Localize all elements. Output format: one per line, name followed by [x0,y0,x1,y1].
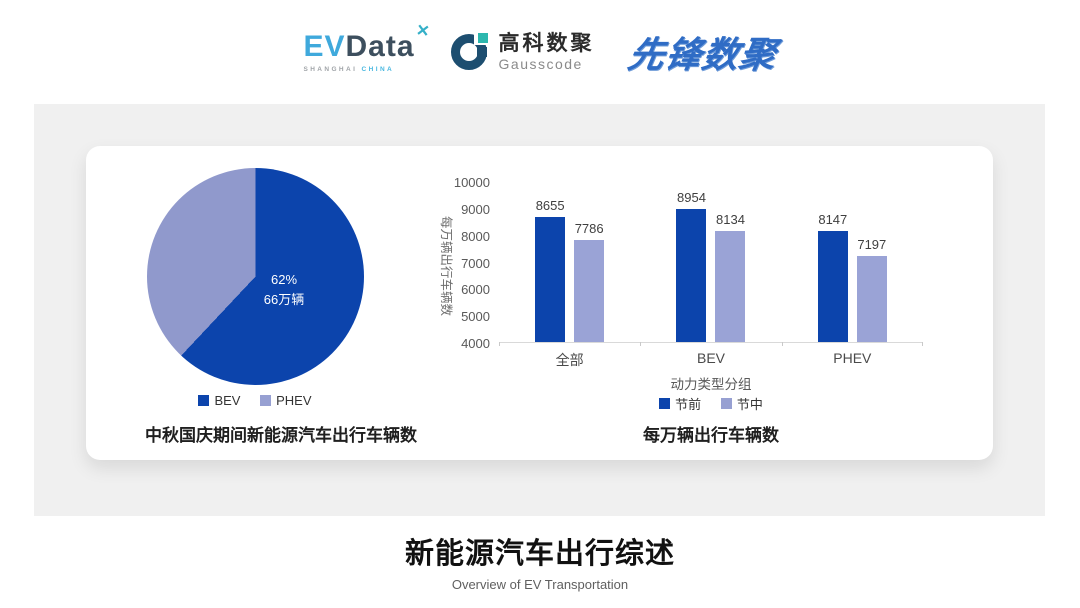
phev-legend-swatch [260,395,272,406]
bar-legend-item-mid: 节中 [720,394,763,413]
category-label: BEV [696,350,725,366]
bar: 7786 [574,221,605,342]
pie-slice-label-bev: 62% 66万辆 [263,272,305,307]
pre-holiday-legend-swatch [659,398,671,409]
y-tick-label: 8000 [461,228,490,244]
evdata-subtitle: SHANGHAI CHINA [303,65,395,73]
evdata-wordmark: EVData ✕ [303,22,431,63]
y-tick-label: 9000 [461,201,490,217]
footer: 新能源汽车出行综述 Overview of EV Transportation [0,516,1080,592]
bar-group: 8655 7786 [499,182,640,342]
bar-value-label: 8954 [677,190,706,206]
y-tick-label: 5000 [461,309,490,325]
bar-chart: 每万辆出行车辆数 10000 9000 8000 7000 6000 5000 4000 8… [434,146,993,460]
pioneer-logo: 先锋数聚 [624,34,780,75]
bev-legend-swatch [198,395,210,406]
pie-legend: BEV PHEV [86,393,424,409]
bar-chart-title: 每万辆出行车辆数 [643,426,779,445]
charts-panel: 38% 41万辆 62% 66万辆 BEV PHEV 中秋国庆期间新能源汽车出行… [34,104,1045,516]
logo-bar: EVData ✕ SHANGHAI CHINA 高科数聚 Gausscode 先… [0,0,1080,104]
y-tick-label: 6000 [461,282,490,298]
bar-value-label: 8655 [535,198,565,214]
bar-value-label: 8134 [716,212,745,228]
bar: 8134 [715,212,746,342]
bar: 8147 [817,212,848,342]
y-tick-label: 4000 [461,336,490,351]
bar-x-axis-label: 动力类型分组 [670,377,752,392]
pie-chart [147,168,364,385]
bar-category-labels: 全部 BEV PHEV [499,350,923,370]
bar-legend-item-pre: 节前 [659,394,701,413]
bar-y-axis-ticks: 10000 9000 8000 7000 6000 5000 4000 [434,175,490,351]
bar-value-label: 7786 [574,221,604,237]
bar-value-label: 7197 [857,237,887,253]
pie-legend-item-bev: BEV [198,393,240,408]
x-axis-tick [922,342,923,346]
x-axis-tick [640,342,642,346]
x-axis-tick [781,342,783,346]
charts-card: 38% 41万辆 62% 66万辆 BEV PHEV 中秋国庆期间新能源汽车出行… [86,146,993,460]
evdata-data-text: Data [345,29,415,63]
category-label: 全部 [555,352,584,368]
gausscode-en-text: Gausscode [498,55,583,72]
pie-legend-item-phev: PHEV [260,393,312,408]
page-title: 新能源汽车出行综述 [404,538,675,570]
bar-group: 8147 7197 [782,182,923,342]
bar-legend: 节前 节中 [499,394,923,413]
pie-slice-label-phev: 38% 41万辆 [99,204,141,239]
mid-holiday-legend-swatch [720,398,732,409]
y-tick-label: 10000 [453,175,490,190]
gausscode-g-icon [449,31,491,73]
evdata-logo: EVData ✕ SHANGHAI CHINA [303,22,431,73]
evdata-ev-text: EV [303,29,346,63]
bar-value-label: 8147 [818,211,848,227]
page-subtitle: Overview of EV Transportation [451,577,629,592]
category-label: PHEV [833,350,872,366]
bar-plot-area: 8655 7786 8954 8134 8147 7197 [499,182,923,346]
y-tick-label: 7000 [461,255,490,271]
x-axis-tick [499,342,500,346]
bar: 8954 [676,190,707,342]
gausscode-cn-text: 高科数聚 [498,31,595,55]
bar: 7197 [856,237,887,342]
evdata-x-icon: ✕ [415,21,432,41]
bar: 8655 [535,198,566,342]
gausscode-logo: 高科数聚 Gausscode [449,31,595,73]
bar-group: 8954 8134 [640,182,781,342]
pie-chart-title: 中秋国庆期间新能源汽车出行车辆数 [145,426,417,445]
